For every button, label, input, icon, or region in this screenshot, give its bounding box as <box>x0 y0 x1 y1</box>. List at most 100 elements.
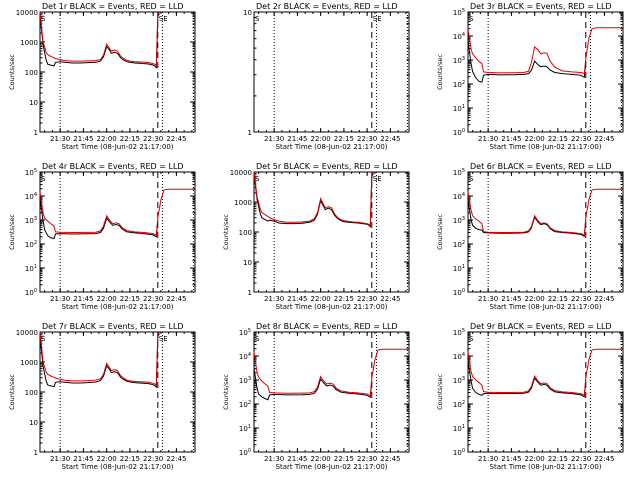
y-tick-label: 101 <box>239 424 251 433</box>
series-line-events <box>467 361 587 398</box>
x-tick-label: 22:15 <box>120 135 140 143</box>
y-tick-label: 102 <box>453 400 465 409</box>
y-tick-label: 1000 <box>234 199 252 207</box>
y-tick-label: 105 <box>453 168 465 177</box>
y-tick-label: 102 <box>25 240 37 249</box>
panel-title: Det 9r BLACK = Events, RED = LLD <box>470 322 612 331</box>
y-axis-label: Counts/sec <box>436 374 444 410</box>
x-tick-label: 22:15 <box>334 455 354 463</box>
y-axis-label: Counts/sec <box>436 54 444 90</box>
y-tick-label: 100 <box>239 448 251 457</box>
y-tick-label: 102 <box>453 240 465 249</box>
end-marker-label: SE <box>159 335 168 343</box>
x-tick-label: 22:30 <box>357 135 377 143</box>
x-tick-label: 21:30 <box>50 455 70 463</box>
y-tick-label: 101 <box>453 264 465 273</box>
y-tick-label: 102 <box>453 80 465 89</box>
y-tick-label: 100 <box>453 288 465 297</box>
y-axis-label: Counts/sec <box>222 214 230 250</box>
y-tick-label: 105 <box>453 8 465 17</box>
corner-marker-label: S <box>255 15 260 23</box>
x-tick-label: 21:30 <box>478 135 498 143</box>
x-tick-label: 22:00 <box>525 455 545 463</box>
x-axis-label: Start Time (08-Jun-02 21:17:00) <box>62 143 174 151</box>
end-marker-label: SE <box>373 175 382 183</box>
x-tick-label: 21:30 <box>264 455 284 463</box>
x-tick-label: 22:45 <box>380 295 400 303</box>
y-tick-label: 103 <box>239 376 251 385</box>
y-tick-label: 1000 <box>20 359 38 367</box>
x-tick-label: 22:45 <box>166 295 186 303</box>
y-tick-label: 103 <box>25 216 37 225</box>
corner-marker-label: S <box>41 175 46 183</box>
x-tick-label: 21:45 <box>501 455 521 463</box>
x-tick-label: 21:30 <box>478 455 498 463</box>
x-tick-label: 22:15 <box>548 135 568 143</box>
x-tick-label: 22:30 <box>571 135 591 143</box>
end-marker-label: SE <box>159 15 168 23</box>
y-tick-label: 100 <box>239 229 252 237</box>
y-axis-label: Counts/sec <box>8 214 16 250</box>
y-axis-label: Counts/sec <box>222 374 230 410</box>
panel-title: Det 1r BLACK = Events, RED = LLD <box>42 2 184 11</box>
series-line-lld <box>467 348 623 397</box>
series-line-lld <box>39 188 195 237</box>
y-tick-label: 101 <box>453 424 465 433</box>
corner-marker-label: S <box>255 175 260 183</box>
panel-det-2: Det 2r BLACK = Events, RED = LLD 1 10 21:30… <box>243 2 410 151</box>
y-tick-label: 104 <box>453 32 465 41</box>
series-line-lld <box>253 348 409 397</box>
x-axis-label: Start Time (08-Jun-02 21:17:00) <box>276 143 388 151</box>
panel-det-7: Det 7r BLACK = Events, RED = LLD 1 10 100 10… <box>8 322 196 471</box>
series-line-lld <box>253 171 374 226</box>
x-tick-label: 21:45 <box>287 295 307 303</box>
y-tick-label: 10000 <box>16 9 38 17</box>
x-tick-label: 21:45 <box>73 455 93 463</box>
y-tick-label: 105 <box>239 328 251 337</box>
y-tick-label: 103 <box>453 56 465 65</box>
x-tick-label: 22:30 <box>571 455 591 463</box>
series-line-lld <box>467 27 623 75</box>
y-tick-label: 100 <box>25 288 37 297</box>
panel-title: Det 4r BLACK = Events, RED = LLD <box>42 162 184 171</box>
y-tick-label: 104 <box>239 352 251 361</box>
x-tick-label: 21:30 <box>478 295 498 303</box>
y-tick-label: 104 <box>25 192 37 201</box>
y-tick-label: 104 <box>453 352 465 361</box>
x-tick-label: 22:45 <box>166 135 186 143</box>
y-tick-label: 103 <box>453 216 465 225</box>
y-tick-label: 1 <box>34 129 38 137</box>
y-axis-label: Counts/sec <box>436 214 444 250</box>
x-tick-label: 22:30 <box>143 295 163 303</box>
y-tick-label: 101 <box>453 104 465 113</box>
corner-marker-label: S <box>469 175 474 183</box>
y-tick-label: 100 <box>453 448 465 457</box>
x-tick-label: 22:15 <box>548 295 568 303</box>
panel-det-1: Det 1r BLACK = Events, RED = LLD 1 10 100 10… <box>8 2 196 151</box>
x-tick-label: 21:45 <box>287 135 307 143</box>
y-tick-label: 10 <box>29 99 38 107</box>
y-tick-label: 100 <box>453 128 465 137</box>
y-tick-label: 101 <box>25 264 37 273</box>
panel-det-5: Det 5r BLACK = Events, RED = LLD 1 10 100 10… <box>222 162 410 311</box>
series-line-events <box>253 173 374 228</box>
x-axis-label: Start Time (08-Jun-02 21:17:00) <box>276 463 388 471</box>
y-tick-label: 1 <box>248 129 252 137</box>
panel-title: Det 6r BLACK = Events, RED = LLD <box>470 162 612 171</box>
y-tick-label: 105 <box>453 328 465 337</box>
x-axis-label: Start Time (08-Jun-02 21:17:00) <box>490 143 602 151</box>
x-tick-label: 22:15 <box>120 455 140 463</box>
plot-frame <box>467 331 624 453</box>
panel-title: Det 3r BLACK = Events, RED = LLD <box>470 2 612 11</box>
series-line-events <box>39 333 160 389</box>
x-tick-label: 22:45 <box>594 455 614 463</box>
panels-container: Det 1r BLACK = Events, RED = LLD 1 10 100 10… <box>8 2 624 471</box>
panel-det-3: Det 3r BLACK = Events, RED = LLD 100 101 10… <box>436 2 624 151</box>
x-tick-label: 22:00 <box>311 135 331 143</box>
y-tick-label: 10000 <box>16 329 38 337</box>
corner-marker-label: S <box>41 335 46 343</box>
x-tick-label: 22:15 <box>120 295 140 303</box>
x-tick-label: 21:45 <box>73 135 93 143</box>
x-tick-label: 21:45 <box>501 295 521 303</box>
